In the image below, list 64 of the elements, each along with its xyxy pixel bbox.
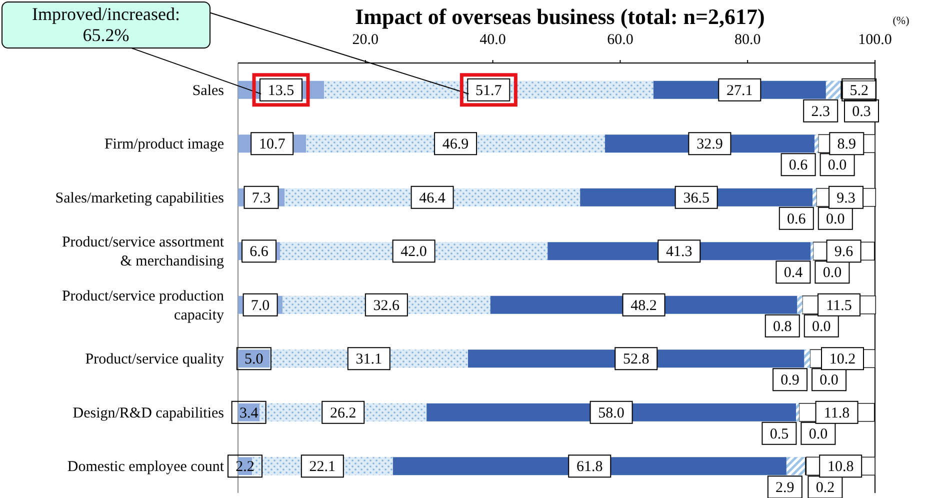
data-label: 0.5: [770, 426, 789, 442]
x-tick-label: 40.0: [480, 32, 506, 48]
data-label: 36.5: [683, 190, 710, 206]
data-label: 0.0: [822, 265, 842, 282]
x-tick-label: 60.0: [607, 32, 634, 48]
data-label: 61.8: [576, 459, 603, 476]
data-label: 46.4: [419, 190, 446, 206]
data-label: 42.0: [400, 244, 427, 260]
data-label: 0.0: [820, 372, 838, 389]
y-tick-label: Product/service production capacity: [62, 288, 224, 324]
y-tick-label: Domestic employee count: [67, 459, 225, 476]
y-tick-label: Product/service quality: [85, 352, 224, 368]
data-label: 46.9: [442, 136, 469, 153]
data-label: 0.6: [787, 211, 806, 228]
data-label: 11.5: [826, 298, 852, 314]
data-label: 0.6: [788, 158, 808, 174]
data-label: 32.9: [696, 136, 723, 153]
data-label: 11.8: [824, 405, 850, 422]
data-label: 7.3: [252, 190, 271, 206]
data-label: 0.0: [828, 158, 847, 174]
data-label: 26.2: [330, 405, 356, 422]
data-label: 5.2: [850, 82, 868, 99]
data-label: 32.6: [373, 298, 400, 314]
y-tick-label: Design/R&D capabilities: [72, 405, 224, 422]
x-tick-label: 20.0: [352, 32, 379, 48]
data-label: 48.2: [630, 298, 657, 314]
data-label: 9.3: [836, 190, 856, 206]
text: Improved/increased: 65.2%: [32, 4, 180, 45]
data-label: 52.8: [623, 352, 650, 368]
data-label: 41.3: [666, 244, 692, 260]
x-axis-title: (%): [892, 15, 910, 27]
chart-title: Impact of overseas business (total: n=2,617): [355, 4, 765, 29]
y-tick-label: Sales: [192, 82, 224, 99]
y-tick-label: Firm/product image: [104, 136, 224, 153]
data-label: 7.0: [250, 298, 270, 314]
x-tick-label: 100.0: [858, 32, 892, 48]
data-label: 3.4: [239, 405, 259, 422]
data-label: 10.7: [258, 136, 286, 153]
data-label: 2.3: [811, 104, 830, 120]
y-tick-label: Sales/marketing capabilities: [55, 190, 224, 206]
x-tick-label: 80.0: [734, 32, 761, 48]
data-label: 51.7: [476, 82, 502, 99]
data-label: 0.2: [816, 480, 835, 496]
data-label: 0.0: [808, 426, 828, 442]
y-tick-label: Product/service assortment & merchandising: [62, 234, 225, 270]
data-label: 8.9: [837, 136, 856, 153]
data-label: 9.6: [834, 244, 854, 260]
data-label: 31.1: [356, 352, 382, 368]
data-label: 10.8: [827, 459, 854, 476]
data-label: 6.6: [250, 244, 269, 260]
data-label: 2.9: [776, 480, 794, 496]
data-label: 0.8: [773, 318, 792, 335]
data-label: 0.3: [852, 104, 871, 120]
data-label: 0.0: [812, 318, 831, 335]
data-label: 0.0: [826, 211, 845, 228]
data-label: 0.9: [780, 372, 800, 389]
data-label: 22.1: [309, 459, 336, 476]
data-label: 2.2: [236, 459, 254, 476]
data-label: 10.2: [829, 352, 856, 368]
data-label: 27.1: [726, 82, 753, 99]
data-label: 0.4: [784, 265, 804, 282]
data-label: 13.5: [268, 82, 294, 99]
data-label: 58.0: [598, 405, 624, 422]
data-label: 5.0: [244, 352, 264, 368]
